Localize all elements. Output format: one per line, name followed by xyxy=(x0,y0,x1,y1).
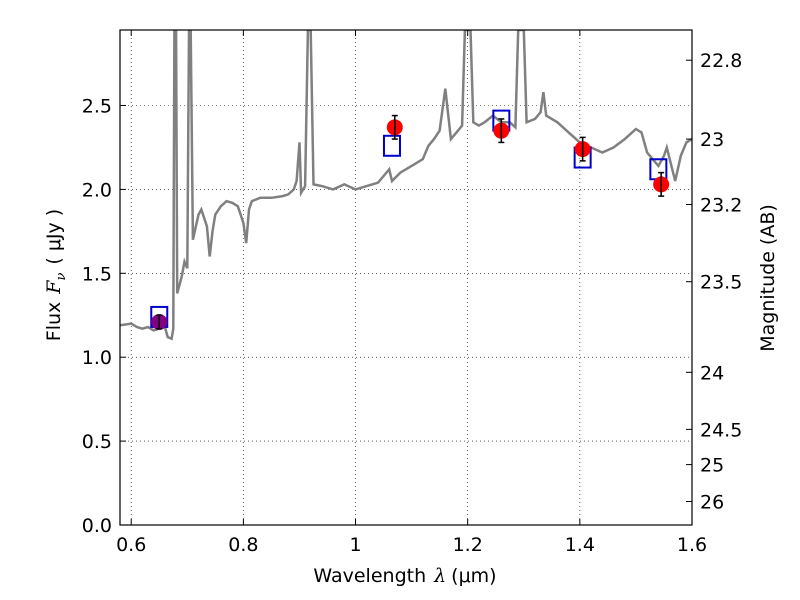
y-tick-label: 2.5 xyxy=(82,96,112,118)
model-photometry-square xyxy=(649,158,668,181)
right-tick-label: 22.8 xyxy=(700,50,742,72)
model-spectrum xyxy=(120,30,692,341)
y-tick-label: 1.0 xyxy=(82,347,112,369)
y-tick-label: 1.5 xyxy=(82,263,112,285)
y-tick-label: 2.0 xyxy=(82,179,112,201)
y-axis-label: FluxFν( μJy ) xyxy=(43,209,69,341)
x-axis-ticks: 0.6 0.8 1 1.2 1.4 1.6 xyxy=(116,30,707,556)
model-photometry-markers xyxy=(150,109,668,328)
x-axis-label: Wavelength λ (μm) xyxy=(313,565,496,587)
observed-points xyxy=(151,114,670,330)
y-axis-ticks: 0.0 0.5 1.0 1.5 2.0 2.5 xyxy=(82,96,126,537)
y-tick-label: 0.0 xyxy=(82,515,112,537)
right-axis-ticks: 22.8 23 23.2 23.5 24 24.5 25 26 xyxy=(686,50,742,514)
x-tick-label: 1 xyxy=(349,534,361,556)
model-photometry-square xyxy=(382,134,401,157)
right-tick-label: 24 xyxy=(700,362,724,384)
plot-frame xyxy=(119,29,693,526)
right-tick-label: 23.2 xyxy=(700,195,742,217)
right-tick-label: 25 xyxy=(700,455,724,477)
right-tick-label: 26 xyxy=(700,492,724,514)
right-tick-label: 23.5 xyxy=(700,272,742,294)
x-tick-label: 0.8 xyxy=(228,534,258,556)
y-tick-label: 0.5 xyxy=(82,431,112,453)
spectrum-line xyxy=(120,30,692,341)
x-tick-label: 1.6 xyxy=(677,534,707,556)
x-tick-label: 1.4 xyxy=(565,534,595,556)
right-tick-label: 24.5 xyxy=(700,419,742,441)
x-tick-label: 1.2 xyxy=(453,534,483,556)
x-tick-label: 0.6 xyxy=(116,534,146,556)
grid-lines xyxy=(120,30,693,526)
right-tick-label: 23 xyxy=(700,129,724,151)
right-axis-label: Magnitude (AB) xyxy=(757,204,779,352)
